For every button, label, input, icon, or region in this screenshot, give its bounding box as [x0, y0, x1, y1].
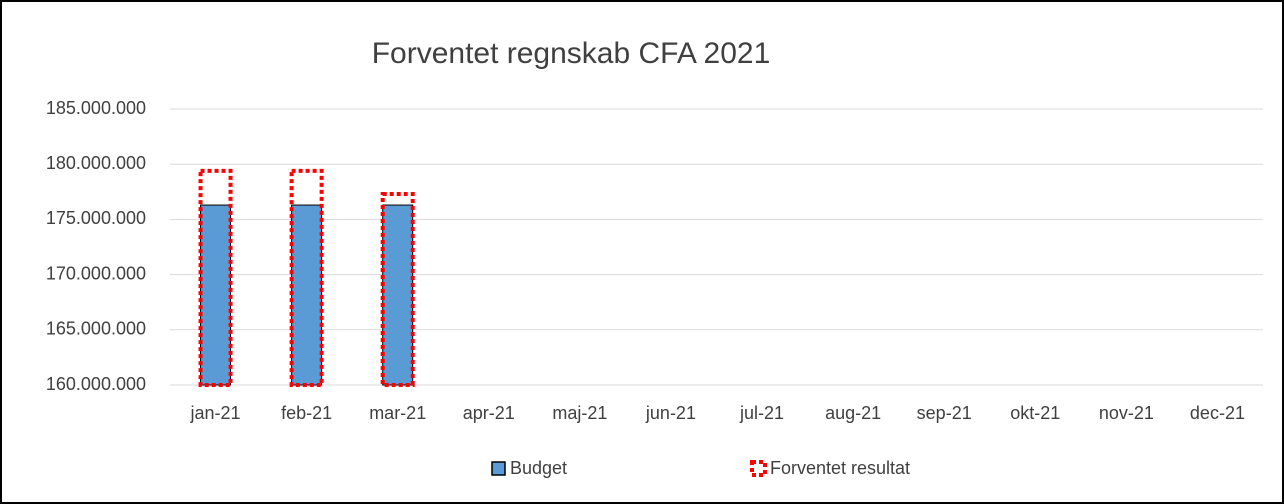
- y-tick-label: 180.000.000: [46, 153, 146, 173]
- x-tick-label: sep-21: [917, 403, 972, 423]
- x-tick-label: mar-21: [369, 403, 426, 423]
- y-tick-label: 165.000.000: [46, 319, 146, 339]
- y-tick-label: 170.000.000: [46, 263, 146, 283]
- y-tick-label: 175.000.000: [46, 208, 146, 228]
- x-tick-label: feb-21: [281, 403, 332, 423]
- x-tick-label: jul-21: [739, 403, 784, 423]
- x-tick-label: jun-21: [645, 403, 696, 423]
- x-tick-label: okt-21: [1010, 403, 1060, 423]
- x-tick-label: aug-21: [825, 403, 881, 423]
- bar: [291, 204, 323, 386]
- bar-outline: [289, 168, 324, 387]
- legend-label: Forventet resultat: [770, 458, 910, 478]
- y-tick-label: 160.000.000: [46, 374, 146, 394]
- y-tick-label: 185.000.000: [46, 98, 146, 118]
- bar: [200, 204, 232, 386]
- legend-label: Budget: [510, 458, 567, 478]
- bar: [382, 204, 414, 386]
- x-tick-label: maj-21: [552, 403, 607, 423]
- legend-swatch: [491, 461, 506, 476]
- bar-outline: [380, 192, 415, 387]
- x-tick-label: nov-21: [1099, 403, 1154, 423]
- x-tick-label: apr-21: [463, 403, 515, 423]
- legend-swatch: [750, 460, 767, 477]
- bar-outline: [198, 168, 233, 387]
- x-tick-label: jan-21: [190, 403, 241, 423]
- chart-title: Forventet regnskab CFA 2021: [372, 37, 771, 70]
- x-tick-label: dec-21: [1190, 403, 1245, 423]
